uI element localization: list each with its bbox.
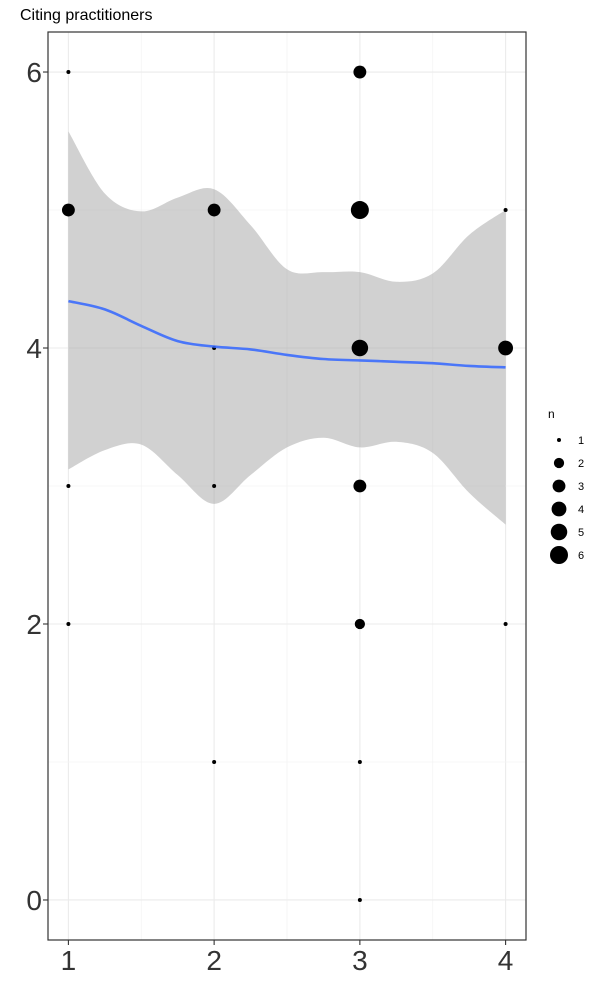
data-point <box>353 479 367 493</box>
legend-key-point <box>550 523 568 541</box>
data-point <box>212 759 217 764</box>
confidence-band-group <box>68 131 506 525</box>
smooth-line <box>68 299 506 369</box>
data-points <box>61 65 514 902</box>
legend-key-point <box>550 546 568 564</box>
legend-key-point <box>552 479 566 493</box>
legend-key-point <box>557 438 561 442</box>
axes: 1 2 3 4 0 2 4 6 <box>26 57 513 976</box>
legend-key-label: 6 <box>578 550 584 562</box>
y-tick-label: 4 <box>26 333 42 364</box>
y-tick-label: 6 <box>26 57 42 88</box>
data-point <box>350 201 369 220</box>
legend-key-point <box>553 457 565 469</box>
legend-key-point <box>551 501 567 517</box>
x-tick-label: 2 <box>206 945 222 976</box>
data-point <box>66 621 71 626</box>
data-point <box>66 70 71 75</box>
legend-key-label: 2 <box>578 458 584 470</box>
data-point <box>503 621 508 626</box>
data-point <box>351 339 369 357</box>
data-point <box>212 484 217 488</box>
x-tick-label: 1 <box>61 945 77 976</box>
size-legend: n 1 2 3 4 5 6 <box>548 407 584 564</box>
data-point <box>357 759 362 764</box>
data-point <box>503 208 508 213</box>
data-point <box>66 484 71 488</box>
y-tick-label: 0 <box>26 885 42 916</box>
x-tick-label: 3 <box>352 945 368 976</box>
legend-key-label: 3 <box>578 481 584 493</box>
x-tick-label: 4 <box>498 945 514 976</box>
grid-lines <box>48 32 526 940</box>
y-tick-label: 2 <box>26 609 42 640</box>
legend-key-label: 4 <box>578 504 584 516</box>
data-point <box>207 203 221 217</box>
smooth-line-group <box>68 299 506 369</box>
legend-key-label: 1 <box>578 435 584 447</box>
data-point <box>354 618 365 630</box>
confidence-band <box>68 131 506 525</box>
legend-key-label: 5 <box>578 527 584 539</box>
panel-border <box>47 31 527 941</box>
data-point <box>61 203 75 217</box>
data-point <box>353 65 367 79</box>
chart-title: Citing practitioners <box>20 7 153 24</box>
data-point <box>498 340 514 356</box>
legend-title: n <box>548 407 555 421</box>
data-point <box>357 897 362 902</box>
